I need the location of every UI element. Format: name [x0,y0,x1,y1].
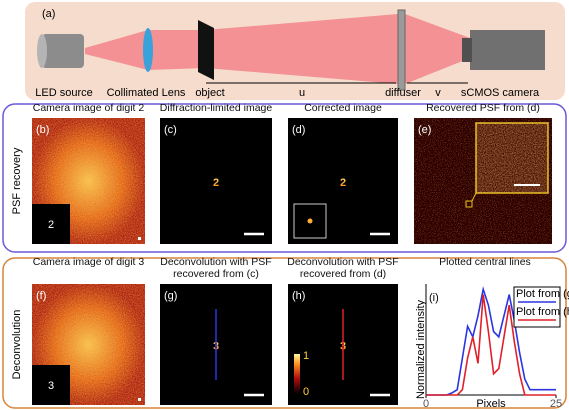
distance-label: u [299,87,305,99]
setup-label: diffuser [385,87,421,99]
psf-dot [308,219,313,224]
panel-title: Camera image of digit 3 [24,256,153,268]
colorbar-label: 1 [303,350,309,362]
recon-digit: 2 [340,177,346,189]
panel-tag: (b) [36,124,49,136]
panel-title: Diffraction-limited image [152,102,280,114]
led-source [42,34,84,68]
inset-digit: 2 [48,219,54,231]
setup-label: object [195,87,224,99]
setup-label: sCMOS camera [461,87,540,99]
panel-tag: (c) [164,124,177,136]
chart-title: Plotted central lines [410,256,560,268]
legend-label: Plot from (g) [516,288,569,300]
scale-dot [138,237,141,240]
x-axis-label: Pixels [476,398,506,410]
lens [143,28,153,72]
distance-label: v [435,87,441,99]
camera-lens [462,38,472,62]
panel-title: Deconvolution with PSF recovered from (d… [280,256,406,280]
figure-graphics: (a) LED source Collimated Lens object diffus… [0,0,569,410]
diffuser [398,10,405,90]
x-tick-label: 25 [550,398,562,410]
setup-label: Collimated Lens [107,87,186,99]
colorbar-label: 0 [303,386,309,398]
panel-title: Recovered PSF from (d) [406,102,560,114]
recon-digit: 2 [213,177,219,189]
setup-label: LED source [35,87,92,99]
psf-inset-speckle [476,123,548,193]
legend-label: Plot from (h) [516,306,569,318]
camera [470,30,545,70]
panel-tag: (e) [418,124,431,136]
panel-tag: (g) [164,290,177,302]
inset-digit: 3 [48,380,54,392]
colorbar [294,354,300,394]
object [198,20,214,80]
panel-title: Camera image of digit 2 [24,102,153,114]
figure: (a) LED source Collimated Lens object diffus… [0,0,569,410]
row-label: PSF recovery [11,147,23,214]
panel-tag: (i) [429,292,439,304]
panel-label: (a) [42,8,55,20]
beam [148,30,205,70]
panel-title: Deconvolution with PSF recovered from (c… [152,256,280,280]
panel-title: Corrected image [280,102,406,114]
row-label: Deconvolution [11,310,23,380]
scale-dot [138,398,141,401]
panel-tag: (d) [292,124,305,136]
led-face [37,34,47,68]
y-axis-label: Normalized intensity [415,299,427,399]
panel-tag: (h) [292,290,305,302]
panel-tag: (f) [36,290,46,302]
